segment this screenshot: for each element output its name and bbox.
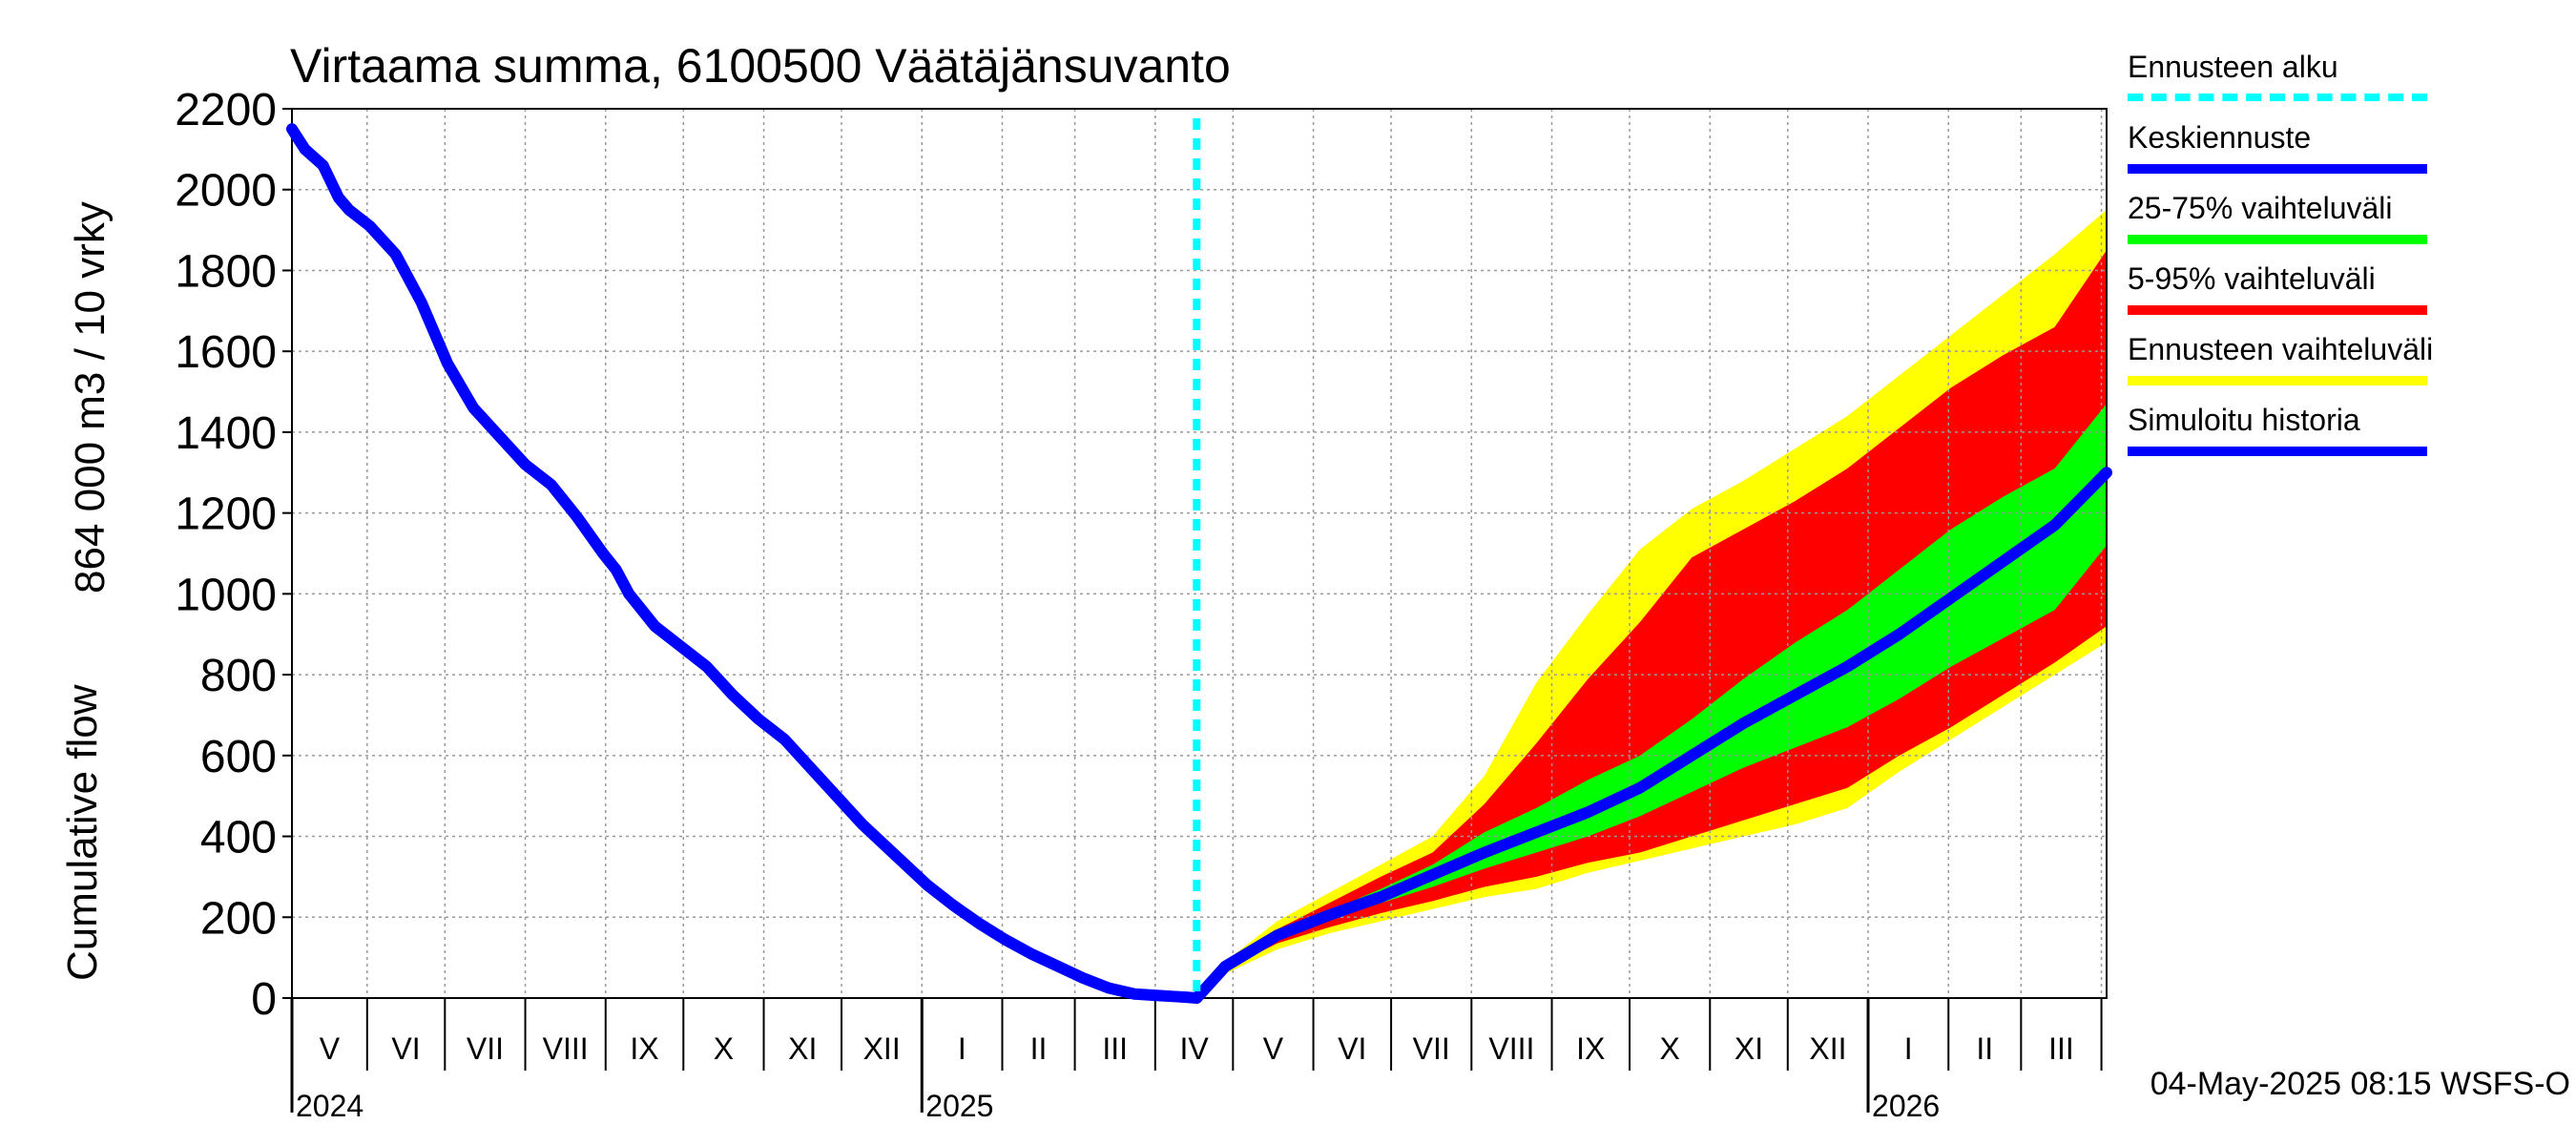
- month-label: II: [1030, 1031, 1048, 1066]
- legend-label: 5-95% vaihteluväli: [2128, 261, 2376, 296]
- legend-label: Ennusteen alku: [2128, 50, 2338, 84]
- y-tick-label: 0: [251, 974, 277, 1025]
- legend-label: Ennusteen vaihteluväli: [2128, 332, 2434, 366]
- month-label: III: [2048, 1031, 2074, 1066]
- legend-swatch: [2128, 94, 2427, 101]
- month-label: XI: [1735, 1031, 1763, 1066]
- month-label: XI: [788, 1031, 817, 1066]
- y-tick-label: 200: [200, 893, 277, 944]
- timestamp: 04-May-2025 08:15 WSFS-O: [2150, 1066, 2570, 1102]
- simulated-history-line: [286, 123, 1203, 1004]
- legend-swatch: [2128, 447, 2427, 456]
- y-tick-label: 600: [200, 732, 277, 782]
- month-label: V: [1263, 1031, 1284, 1066]
- y-tick-label: 1000: [175, 570, 277, 620]
- month-label: VII: [1413, 1031, 1450, 1066]
- y-tick-label: 400: [200, 813, 277, 864]
- p5-95-band: [1196, 250, 2107, 999]
- month-label: VI: [1338, 1031, 1366, 1066]
- chart-title: Virtaama summa, 6100500 Väätäjänsuvanto: [290, 39, 1231, 93]
- legend-swatch: [2128, 235, 2427, 244]
- month-label: III: [1102, 1031, 1128, 1066]
- month-label: VI: [391, 1031, 420, 1066]
- legend-swatch: [2128, 376, 2427, 385]
- year-label: 2024: [296, 1089, 364, 1123]
- year-label: 2025: [925, 1089, 993, 1123]
- legend-swatch: [2128, 305, 2427, 315]
- legend-label: 25-75% vaihteluväli: [2128, 191, 2393, 225]
- month-label: I: [1904, 1031, 1913, 1066]
- month-label: V: [320, 1031, 341, 1066]
- month-label: VIII: [543, 1031, 589, 1066]
- y-tick-label: 1400: [175, 408, 277, 459]
- month-label: X: [714, 1031, 734, 1066]
- y-tick-label: 1200: [175, 489, 277, 540]
- year-label: 2026: [1872, 1089, 1940, 1123]
- y-tick-label: 2000: [175, 166, 277, 217]
- month-label: II: [1976, 1031, 1993, 1066]
- legend-label: Simuloitu historia: [2128, 403, 2360, 437]
- month-label: VII: [467, 1031, 504, 1066]
- y-tick-label: 1600: [175, 327, 277, 378]
- month-label: X: [1659, 1031, 1679, 1066]
- ensemble-range-band: [1196, 209, 2107, 999]
- month-label: I: [958, 1031, 966, 1066]
- month-label: IX: [1576, 1031, 1605, 1066]
- median-forecast-line: [1191, 467, 2112, 1004]
- month-label: XII: [863, 1031, 901, 1066]
- month-label: XII: [1809, 1031, 1846, 1066]
- month-label: VIII: [1488, 1031, 1534, 1066]
- month-label: IX: [630, 1031, 658, 1066]
- legend-label: Keskiennuste: [2128, 120, 2312, 155]
- y-tick-label: 2200: [175, 85, 277, 135]
- legend-swatch: [2128, 164, 2427, 174]
- y-tick-label: 800: [200, 651, 277, 701]
- month-label: IV: [1179, 1031, 1209, 1066]
- y-tick-label: 1800: [175, 246, 277, 297]
